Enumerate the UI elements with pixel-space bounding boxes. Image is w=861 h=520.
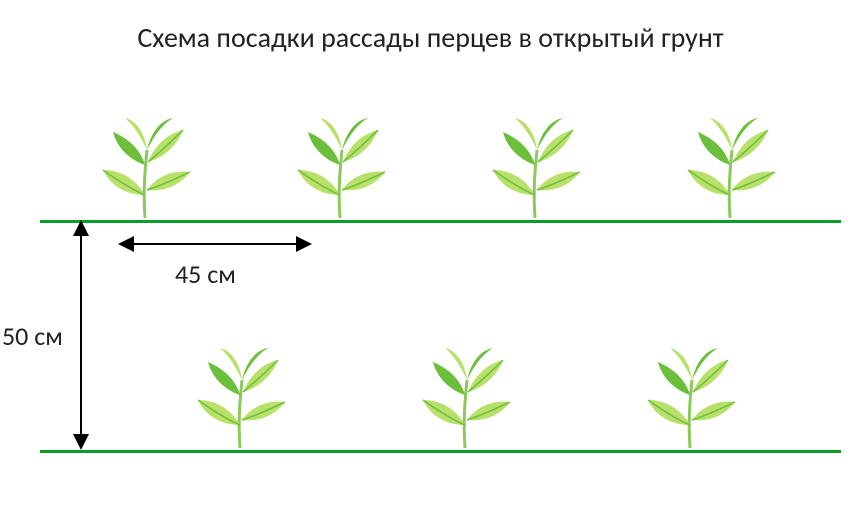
vertical-spacing-arrow [80,222,82,448]
seedling-icon [280,100,400,220]
seedling-icon [670,100,790,220]
row-line-2 [40,450,841,453]
seedling-icon [405,330,525,450]
seedling-icon [85,100,205,220]
horizontal-spacing-label: 45 см [175,258,236,290]
vertical-spacing-label: 50 см [2,320,63,352]
seedling-icon [475,100,595,220]
seedling-icon [630,330,750,450]
diagram-title: Схема посадки рассады перцев в открытый … [0,20,861,55]
horizontal-spacing-arrow [120,243,310,245]
seedling-icon [180,330,300,450]
row-line-1 [40,220,841,223]
